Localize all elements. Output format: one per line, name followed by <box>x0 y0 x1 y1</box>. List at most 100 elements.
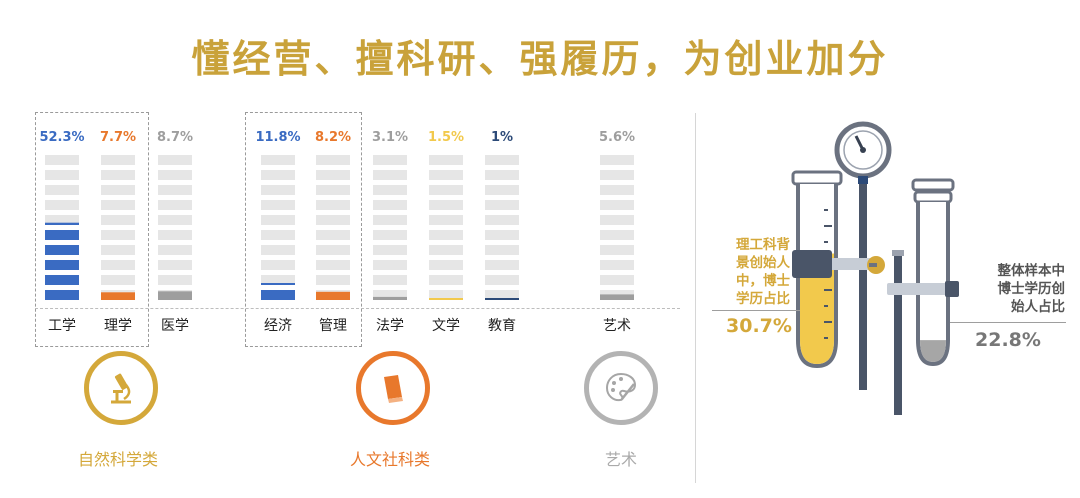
highlight-box-economics-management <box>245 112 362 347</box>
flask-right-label-line: 博士学历创 <box>997 281 1066 297</box>
bar-管理 <box>316 291 350 300</box>
flask-left-label-line: 学历占比 <box>736 291 790 307</box>
stand-pole-2 <box>894 252 902 415</box>
bar-工学 <box>45 230 79 240</box>
bar-track-segment <box>158 185 192 195</box>
value-label: 1.5% <box>428 130 464 145</box>
bar-track-segment <box>429 200 463 210</box>
bar-track-segment <box>316 170 350 180</box>
bar-track-segment <box>373 290 407 300</box>
bar-track-segment <box>316 245 350 255</box>
bar-track-segment <box>101 245 135 255</box>
value-label: 1% <box>491 130 513 145</box>
bar-track-segment <box>261 275 295 285</box>
value-label: 7.7% <box>100 130 136 145</box>
bar-理学 <box>101 292 135 300</box>
flask-left-value: 30.7% <box>726 315 792 337</box>
bar-track-segment <box>429 275 463 285</box>
bar-track-segment <box>485 230 519 240</box>
bar-track-segment <box>316 215 350 225</box>
bar-track-segment <box>373 185 407 195</box>
bar-track-segment <box>261 245 295 255</box>
flask-right-label-line: 始人占比 <box>1011 299 1065 315</box>
palette-icon <box>605 372 637 402</box>
group-icon-natural-science <box>84 351 158 425</box>
bar-track-segment <box>485 260 519 270</box>
bar-track-segment <box>101 275 135 285</box>
bar-track-segment <box>373 200 407 210</box>
bar-track-segment <box>373 260 407 270</box>
category-label: 文学 <box>432 318 460 334</box>
bar-工学 <box>45 275 79 285</box>
group-label-art: 艺术 <box>604 450 637 469</box>
book-icon <box>384 375 403 403</box>
bar-track-segment <box>158 200 192 210</box>
bar-track-segment <box>45 200 79 210</box>
category-label: 法学 <box>376 318 404 334</box>
bar-track-segment <box>600 275 634 285</box>
bar-track-segment <box>429 215 463 225</box>
bar-艺术 <box>600 294 634 300</box>
bar-track-segment <box>429 230 463 240</box>
bar-track-segment <box>600 230 634 240</box>
bar-track-segment <box>316 200 350 210</box>
bar-track-segment <box>158 170 192 180</box>
bar-track-segment <box>600 260 634 270</box>
bar-track-segment <box>261 155 295 165</box>
value-label: 3.1% <box>372 130 408 145</box>
bar-track-segment <box>600 215 634 225</box>
bar-track-segment <box>45 170 79 180</box>
bar-track-segment <box>158 230 192 240</box>
bar-track-segment <box>101 200 135 210</box>
bar-track-segment <box>600 185 634 195</box>
bar-track-segment <box>45 215 79 225</box>
bar-教育 <box>485 298 519 300</box>
bar-法学 <box>373 296 407 300</box>
bar-chart: 52.3% 工学 7.7% 理学 8.7% 医学 11.8% 经济 8.2% 管理 3.1% 法学 1.… <box>39 130 635 334</box>
bar-track-segment <box>485 155 519 165</box>
bar-track-segment <box>101 170 135 180</box>
flask-right-value: 22.8% <box>975 329 1041 351</box>
bar-工学 <box>45 260 79 270</box>
bar-track-segment <box>373 155 407 165</box>
bar-工学 <box>45 290 79 300</box>
bar-track-segment <box>158 155 192 165</box>
flask-left-leader-line <box>712 310 800 311</box>
bar-track-segment <box>45 155 79 165</box>
bar-track-segment <box>158 245 192 255</box>
value-label: 8.2% <box>315 130 351 145</box>
highlight-box-engineering-science <box>35 112 149 347</box>
microscope-icon <box>111 373 131 404</box>
value-label: 8.7% <box>157 130 193 145</box>
flask-left-label-line: 理工科背 <box>736 237 790 253</box>
bar-track-segment <box>485 275 519 285</box>
bar-track-segment <box>101 155 135 165</box>
bar-track-segment <box>316 230 350 240</box>
bar-track-segment <box>316 155 350 165</box>
bar-track-segment <box>485 215 519 225</box>
bar-track-segment <box>261 170 295 180</box>
stand-pole <box>859 178 867 390</box>
bar-track-segment <box>600 245 634 255</box>
bar-track-segment <box>373 245 407 255</box>
bar-track-segment <box>158 215 192 225</box>
bar-track-segment <box>101 215 135 225</box>
bar-track-segment <box>485 200 519 210</box>
bar-track-segment <box>261 260 295 270</box>
bar-track-segment <box>600 170 634 180</box>
flask-left-label-line: 景创始人 <box>736 255 790 271</box>
bar-医学 <box>158 291 192 300</box>
category-label: 医学 <box>161 318 189 334</box>
bar-经济 <box>261 290 295 300</box>
bar-track-segment <box>429 245 463 255</box>
flask-right-label-line: 整体样本中 <box>997 263 1066 279</box>
bar-track-segment <box>158 275 192 285</box>
bar-track-segment <box>316 185 350 195</box>
bar-track-segment <box>600 200 634 210</box>
flask-illustration <box>791 121 959 415</box>
bar-track-segment <box>101 230 135 240</box>
bar-文学 <box>429 298 463 300</box>
bar-track-segment <box>429 155 463 165</box>
bar-track-segment <box>45 185 79 195</box>
flask-right-liquid <box>920 340 946 362</box>
